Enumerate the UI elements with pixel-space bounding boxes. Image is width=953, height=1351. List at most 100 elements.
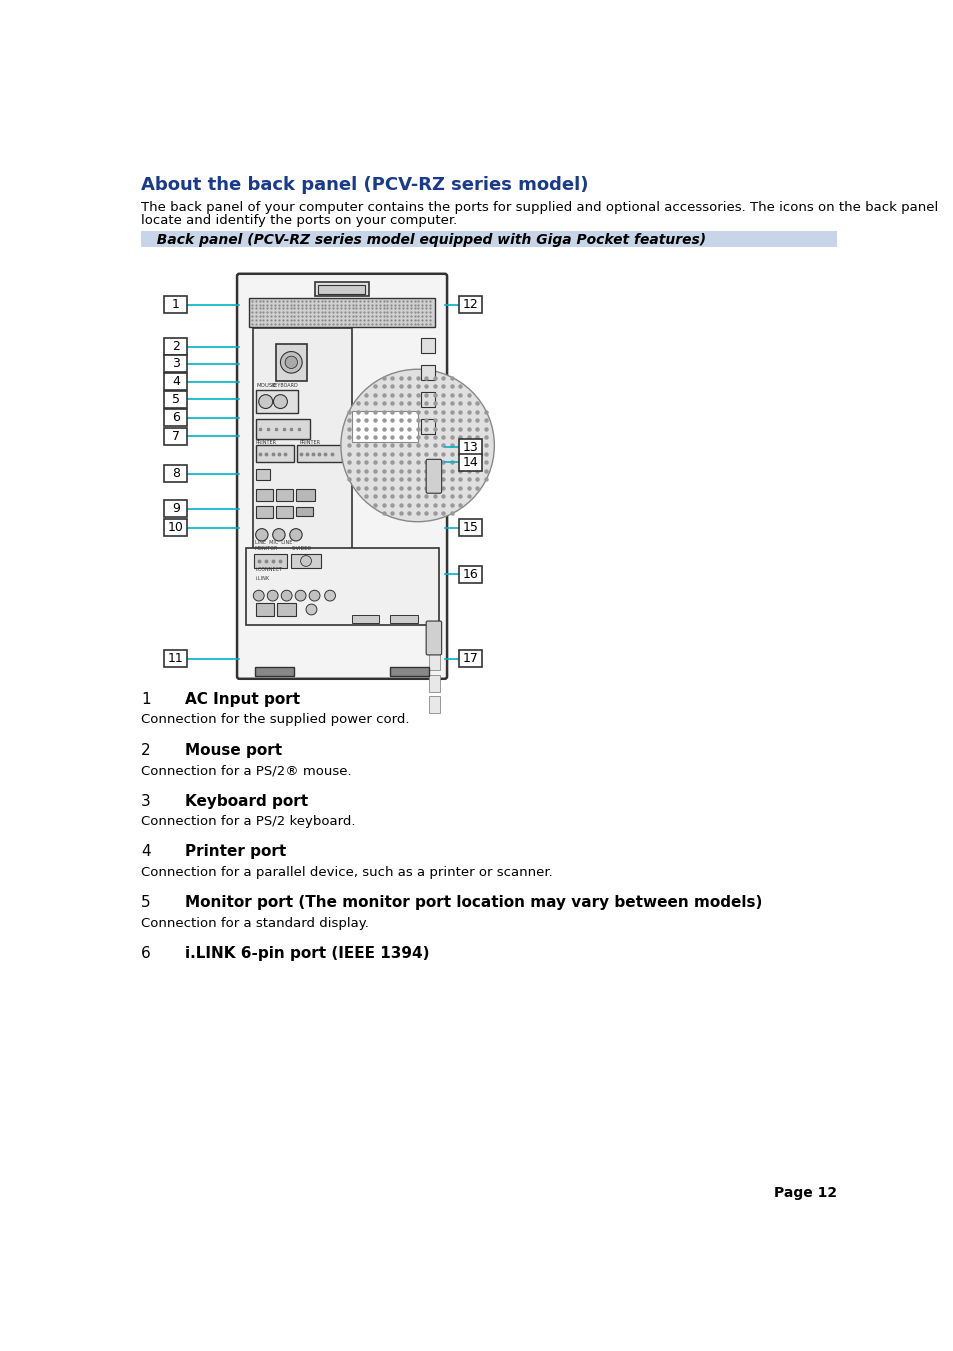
Bar bbox=[164, 373, 187, 390]
Text: 16: 16 bbox=[462, 567, 477, 581]
Bar bbox=[255, 446, 294, 462]
Bar bbox=[390, 615, 417, 623]
Circle shape bbox=[267, 590, 278, 601]
Circle shape bbox=[309, 590, 319, 601]
Bar bbox=[255, 469, 270, 480]
Text: PRINTER: PRINTER bbox=[255, 440, 276, 444]
Circle shape bbox=[294, 590, 306, 601]
Text: Mouse port: Mouse port bbox=[185, 743, 282, 758]
Bar bbox=[164, 355, 187, 373]
Text: locate and identify the ports on your computer.: locate and identify the ports on your co… bbox=[141, 213, 456, 227]
Text: Printer port: Printer port bbox=[185, 844, 286, 859]
Text: Connection for a standard display.: Connection for a standard display. bbox=[141, 917, 369, 929]
Text: 6: 6 bbox=[172, 411, 179, 424]
Text: i.CONNECT: i.CONNECT bbox=[255, 567, 282, 571]
Text: Back panel (PCV-RZ series model equipped with Giga Pocket features): Back panel (PCV-RZ series model equipped… bbox=[147, 232, 705, 247]
Bar bbox=[295, 489, 315, 501]
Bar bbox=[295, 507, 313, 516]
Text: 17: 17 bbox=[462, 653, 477, 665]
Bar bbox=[275, 345, 307, 381]
Text: 4: 4 bbox=[141, 844, 151, 859]
Text: 13: 13 bbox=[462, 440, 477, 454]
Text: i.LINK 6-pin port (IEEE 1394): i.LINK 6-pin port (IEEE 1394) bbox=[185, 946, 429, 961]
Bar bbox=[164, 650, 187, 667]
Bar bbox=[421, 338, 435, 353]
Bar bbox=[429, 676, 439, 692]
Bar bbox=[352, 615, 378, 623]
Text: Keyboard port: Keyboard port bbox=[185, 793, 308, 808]
Bar bbox=[255, 390, 298, 413]
Bar bbox=[458, 566, 481, 582]
Text: 14: 14 bbox=[462, 455, 477, 469]
Circle shape bbox=[324, 590, 335, 601]
Text: Connection for a PS/2® mouse.: Connection for a PS/2® mouse. bbox=[141, 765, 352, 777]
Text: S-VIDEO: S-VIDEO bbox=[292, 546, 312, 551]
Bar bbox=[255, 489, 273, 501]
Bar bbox=[275, 505, 293, 517]
Bar bbox=[164, 519, 187, 536]
Text: 9: 9 bbox=[172, 503, 179, 515]
Text: The back panel of your computer contains the ports for supplied and optional acc: The back panel of your computer contains… bbox=[141, 200, 937, 213]
Text: MOUSE: MOUSE bbox=[256, 382, 275, 388]
Bar bbox=[458, 454, 481, 471]
Bar bbox=[318, 285, 365, 293]
Text: 10: 10 bbox=[168, 521, 184, 535]
Text: 3: 3 bbox=[172, 358, 179, 370]
Circle shape bbox=[273, 528, 285, 540]
Bar bbox=[249, 297, 435, 327]
Bar bbox=[255, 505, 273, 517]
Bar bbox=[458, 296, 481, 313]
Bar bbox=[164, 296, 187, 313]
Bar bbox=[421, 392, 435, 407]
Circle shape bbox=[285, 357, 297, 369]
Bar bbox=[297, 446, 342, 462]
Text: 5: 5 bbox=[172, 393, 179, 405]
Bar bbox=[254, 667, 294, 677]
Bar bbox=[429, 654, 439, 670]
Bar bbox=[164, 390, 187, 408]
Text: 1: 1 bbox=[172, 299, 179, 311]
Bar bbox=[458, 439, 481, 455]
Bar bbox=[253, 554, 286, 567]
Circle shape bbox=[306, 604, 316, 615]
Circle shape bbox=[253, 590, 264, 601]
Text: Connection for the supplied power cord.: Connection for the supplied power cord. bbox=[141, 713, 409, 727]
Text: KEYBOARD: KEYBOARD bbox=[271, 382, 297, 388]
Text: AC Input port: AC Input port bbox=[185, 692, 300, 707]
Text: Connection for a PS/2 keyboard.: Connection for a PS/2 keyboard. bbox=[141, 815, 355, 828]
Bar bbox=[352, 411, 417, 442]
Circle shape bbox=[274, 394, 287, 408]
Text: About the back panel (PCV-RZ series model): About the back panel (PCV-RZ series mode… bbox=[141, 176, 588, 195]
Circle shape bbox=[281, 590, 292, 601]
Bar bbox=[429, 697, 439, 713]
Bar bbox=[275, 489, 293, 501]
Circle shape bbox=[280, 351, 302, 373]
Bar bbox=[164, 339, 187, 355]
Circle shape bbox=[290, 528, 302, 540]
Bar bbox=[245, 549, 438, 626]
FancyBboxPatch shape bbox=[426, 621, 441, 655]
Text: LINE  MIC  LINE: LINE MIC LINE bbox=[254, 540, 292, 544]
Text: 7: 7 bbox=[172, 430, 179, 443]
Text: 15: 15 bbox=[462, 521, 477, 535]
Text: 2: 2 bbox=[141, 743, 151, 758]
Text: 2: 2 bbox=[172, 340, 179, 354]
FancyBboxPatch shape bbox=[236, 274, 447, 678]
Text: 8: 8 bbox=[172, 467, 179, 481]
Text: Connection for a parallel device, such as a printer or scanner.: Connection for a parallel device, such a… bbox=[141, 866, 552, 880]
Text: 11: 11 bbox=[168, 653, 184, 665]
Bar bbox=[458, 650, 481, 667]
Text: 4: 4 bbox=[172, 376, 179, 388]
Bar bbox=[141, 231, 836, 247]
Text: 1: 1 bbox=[141, 692, 151, 707]
Text: Monitor port (The monitor port location may vary between models): Monitor port (The monitor port location … bbox=[185, 896, 761, 911]
Bar bbox=[164, 500, 187, 517]
Bar bbox=[458, 519, 481, 536]
Bar bbox=[390, 667, 429, 677]
Bar bbox=[277, 604, 295, 616]
Bar bbox=[255, 419, 310, 439]
Bar bbox=[164, 409, 187, 426]
Circle shape bbox=[300, 555, 311, 566]
Ellipse shape bbox=[340, 369, 494, 521]
Bar bbox=[291, 554, 320, 567]
